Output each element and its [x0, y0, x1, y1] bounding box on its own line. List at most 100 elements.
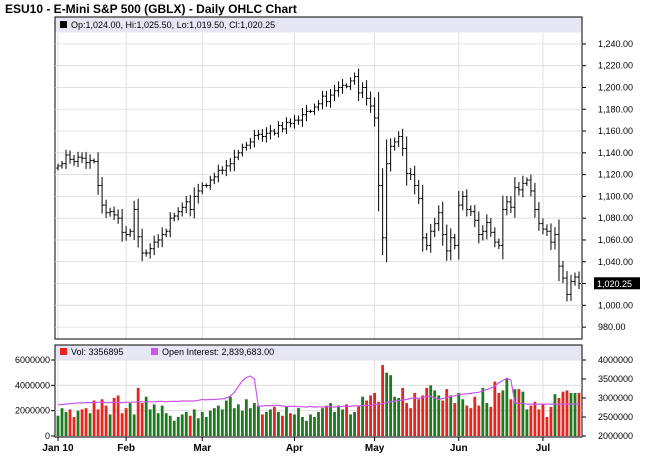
- ohlc-bar: [260, 129, 265, 142]
- volume-bar: [188, 415, 192, 436]
- ohlc-bar: [72, 155, 76, 166]
- volume-bar: [533, 401, 537, 436]
- ohlc-bar: [164, 228, 169, 238]
- volume-bar: [561, 391, 565, 436]
- price-tick-label: 1,160.00: [598, 126, 633, 136]
- ohlc-bar: [208, 175, 213, 190]
- volume-bar: [104, 405, 108, 436]
- ohlc-bar: [521, 175, 525, 198]
- ohlc-bar: [252, 129, 257, 148]
- ohlc-bar: [541, 218, 545, 235]
- ohlc-bar: [148, 243, 152, 259]
- ohlc-bar: [84, 151, 88, 169]
- volume-bar: [216, 405, 220, 436]
- volume-bar: [240, 410, 244, 436]
- volume-bar: [453, 403, 457, 436]
- volume-bar: [381, 365, 385, 436]
- volume-bar: [273, 406, 276, 436]
- volume-bar: [132, 414, 136, 436]
- ohlc-bar: [336, 81, 341, 97]
- volume-bar: [256, 405, 260, 436]
- ohlc-bar: [96, 152, 100, 195]
- ohlc-bar: [180, 202, 185, 217]
- volume-bar: [397, 398, 401, 436]
- ohlc-bar: [224, 160, 229, 177]
- ohlc-bar: [296, 115, 301, 125]
- volume-bar: [76, 410, 80, 436]
- ohlc-bar: [176, 207, 181, 221]
- chart-title: ESU10 - E-Mini S&P 500 (GBLX) - Daily OH…: [5, 2, 297, 16]
- volume-bar: [401, 387, 405, 436]
- volume-bar: [325, 405, 328, 436]
- last-close-tag: 1,020.25: [594, 277, 640, 290]
- ohlc-bar: [380, 168, 385, 256]
- ohlc-bar: [569, 274, 573, 301]
- ohlc-bar: [561, 260, 565, 284]
- volume-bar: [473, 396, 477, 436]
- open-interest-line: [57, 375, 579, 408]
- volume-bar: [441, 400, 445, 436]
- ohlc-bar: [284, 117, 289, 134]
- ohlc-bar: [232, 149, 237, 172]
- ohlc-bar: [460, 191, 465, 211]
- date-x-axis: Jan 10 Feb Mar Apr May Jun Jul: [42, 437, 550, 454]
- volume-bar: [317, 411, 320, 436]
- ohlc-bar: [545, 224, 549, 236]
- ohlc-bar: [264, 127, 269, 143]
- ohlc-bar: [200, 182, 205, 195]
- volume-bar: [493, 381, 497, 436]
- ohlc-bar: [236, 149, 241, 161]
- ohlc-bar: [308, 109, 313, 114]
- volume-bar: [529, 405, 533, 436]
- volume-bar: [569, 392, 573, 436]
- ohlc-bar: [440, 201, 445, 246]
- volume-bar: [501, 390, 505, 436]
- ohlc-bar: [549, 223, 553, 250]
- ohlc-bar: [220, 166, 225, 175]
- volume-bar: [136, 387, 140, 436]
- ohlc-bar: [112, 206, 116, 220]
- ohlc-bar: [497, 238, 501, 250]
- date-tick-label: May: [365, 443, 385, 454]
- volume-bar: [469, 408, 473, 436]
- ohlc-bar: [416, 179, 421, 205]
- ohlc-bar: [448, 228, 453, 261]
- ohlc-bar: [565, 271, 569, 302]
- ohlc-bar: [80, 152, 84, 164]
- volume-bar: [172, 420, 176, 436]
- volume-bar: [461, 399, 465, 436]
- open-interest-y-axis: 2000000 2500000 3000000 3500000 4000000: [582, 355, 633, 441]
- volume-bar: [369, 395, 373, 436]
- price-tick-label: 1,000.00: [598, 300, 633, 310]
- volume-bar: [389, 375, 393, 436]
- date-tick-label: Jul: [536, 443, 551, 454]
- volume-tick-label: 4000000: [15, 380, 50, 390]
- ohlc-bar: [553, 227, 557, 250]
- ohlc-bar: [108, 207, 112, 217]
- volume-tick-label: 6000000: [15, 355, 50, 365]
- ohlc-series: [56, 68, 581, 302]
- ohlc-bar: [332, 84, 337, 101]
- volume-bar: [505, 379, 509, 436]
- price-legend-band: [55, 17, 582, 33]
- ohlc-bar: [152, 235, 156, 256]
- price-tick-label: 1,200.00: [598, 82, 633, 92]
- ohlc-bar: [468, 205, 473, 216]
- ohlc-bar: [388, 138, 393, 172]
- ohlc-bar: [328, 89, 333, 108]
- volume-bar: [224, 400, 228, 436]
- volume-bar: [204, 417, 208, 436]
- date-tick-label: Mar: [193, 443, 211, 454]
- last-close-label: 1,020.25: [597, 279, 632, 289]
- ohlc-bar: [537, 202, 541, 231]
- open-interest-tick-label: 4000000: [598, 355, 633, 365]
- volume-bar: [84, 408, 88, 436]
- volume-legend-band: [55, 345, 582, 360]
- ohlc-bar: [120, 208, 124, 242]
- ohlc-bar: [509, 196, 513, 214]
- volume-bar: [160, 405, 164, 436]
- price-tick-label: 1,100.00: [598, 191, 633, 201]
- price-tick-label: 980.00: [598, 322, 626, 332]
- volume-bar: [228, 396, 232, 436]
- ohlc-bar: [412, 165, 417, 195]
